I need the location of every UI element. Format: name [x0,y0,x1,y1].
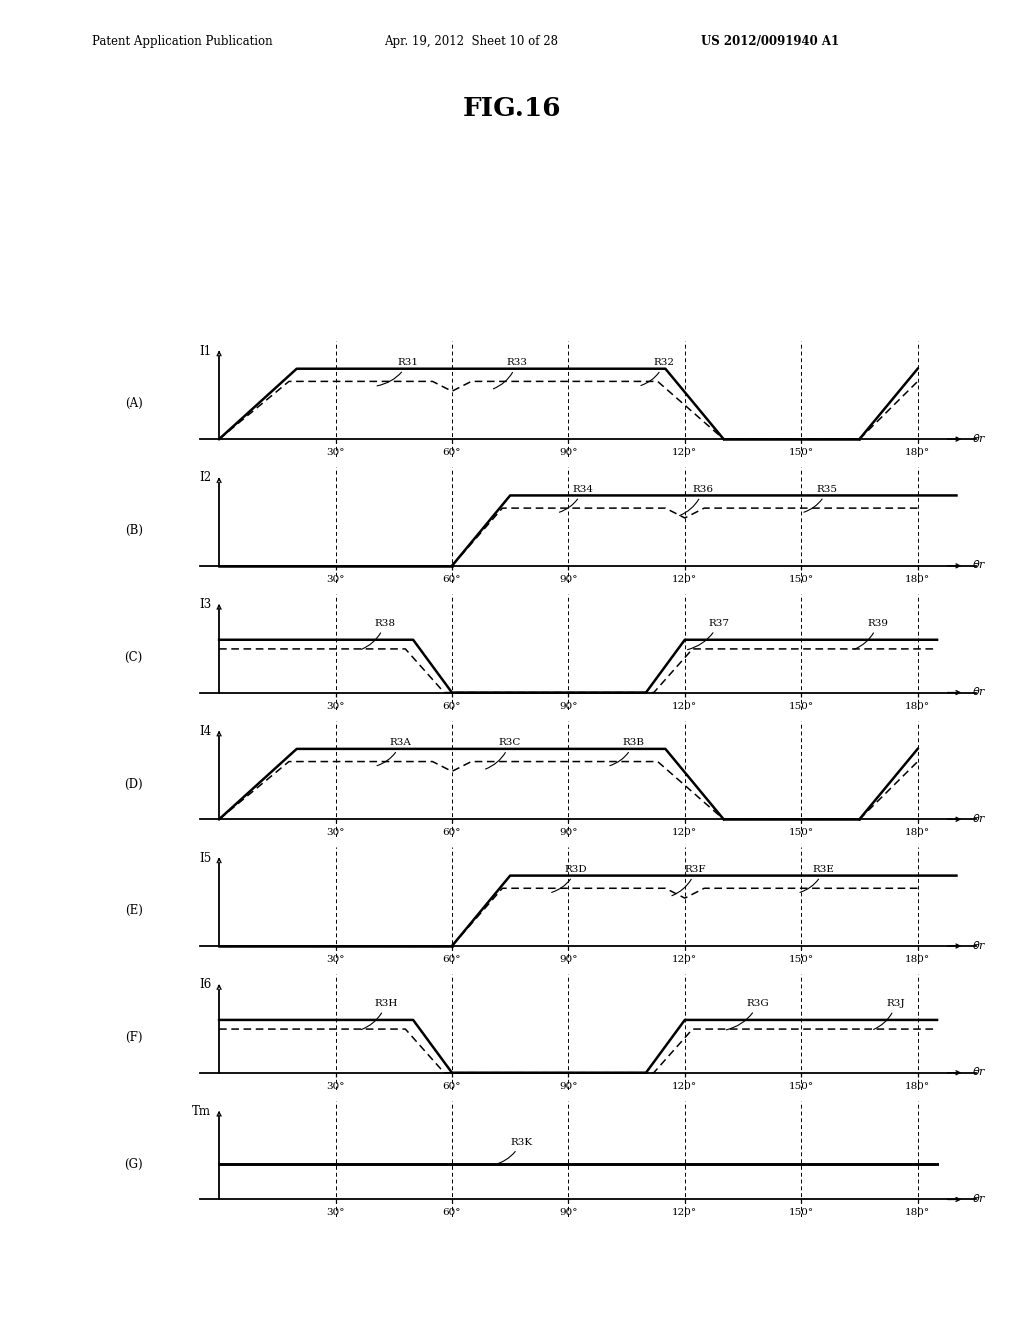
Text: I5: I5 [199,851,211,865]
Text: $\theta$r: $\theta$r [972,685,987,697]
Text: $\theta$r: $\theta$r [972,1065,987,1077]
Text: R35: R35 [804,484,838,512]
Text: (G): (G) [124,1158,143,1171]
Text: I6: I6 [199,978,211,991]
Text: Apr. 19, 2012  Sheet 10 of 28: Apr. 19, 2012 Sheet 10 of 28 [384,34,558,48]
Text: R3F: R3F [672,865,707,896]
Text: R3K: R3K [494,1138,532,1166]
Text: R3G: R3G [726,999,770,1030]
Text: $\theta$r: $\theta$r [972,432,987,444]
Text: (B): (B) [125,524,142,537]
Text: R33: R33 [494,358,527,389]
Text: (D): (D) [124,777,143,791]
Text: R3D: R3D [552,865,587,892]
Text: I3: I3 [199,598,211,611]
Text: I2: I2 [200,471,211,484]
Text: $\theta$r: $\theta$r [972,558,987,570]
Text: R32: R32 [641,358,675,385]
Text: $\theta$r: $\theta$r [972,812,987,824]
Text: R3C: R3C [485,738,521,770]
Text: Patent Application Publication: Patent Application Publication [92,34,272,48]
Text: R36: R36 [680,484,714,516]
Text: R39: R39 [854,619,888,649]
Text: I1: I1 [200,345,211,358]
Text: R3B: R3B [610,738,645,766]
Text: R3E: R3E [800,865,835,892]
Text: US 2012/0091940 A1: US 2012/0091940 A1 [701,34,840,48]
Text: $\theta$r: $\theta$r [972,939,987,950]
Text: Tm: Tm [193,1105,211,1118]
Text: R3J: R3J [873,999,905,1030]
Text: R31: R31 [377,358,419,385]
Text: (E): (E) [125,904,142,917]
Text: R3H: R3H [361,999,397,1030]
Text: $\theta$r: $\theta$r [972,1192,987,1204]
Text: I4: I4 [199,725,211,738]
Text: (A): (A) [125,397,142,411]
Text: R3A: R3A [377,738,412,766]
Text: (F): (F) [125,1031,142,1044]
Text: R37: R37 [687,619,729,649]
Text: R38: R38 [361,619,395,649]
Text: (C): (C) [125,651,142,664]
Text: R34: R34 [559,484,593,512]
Text: FIG.16: FIG.16 [463,96,561,121]
